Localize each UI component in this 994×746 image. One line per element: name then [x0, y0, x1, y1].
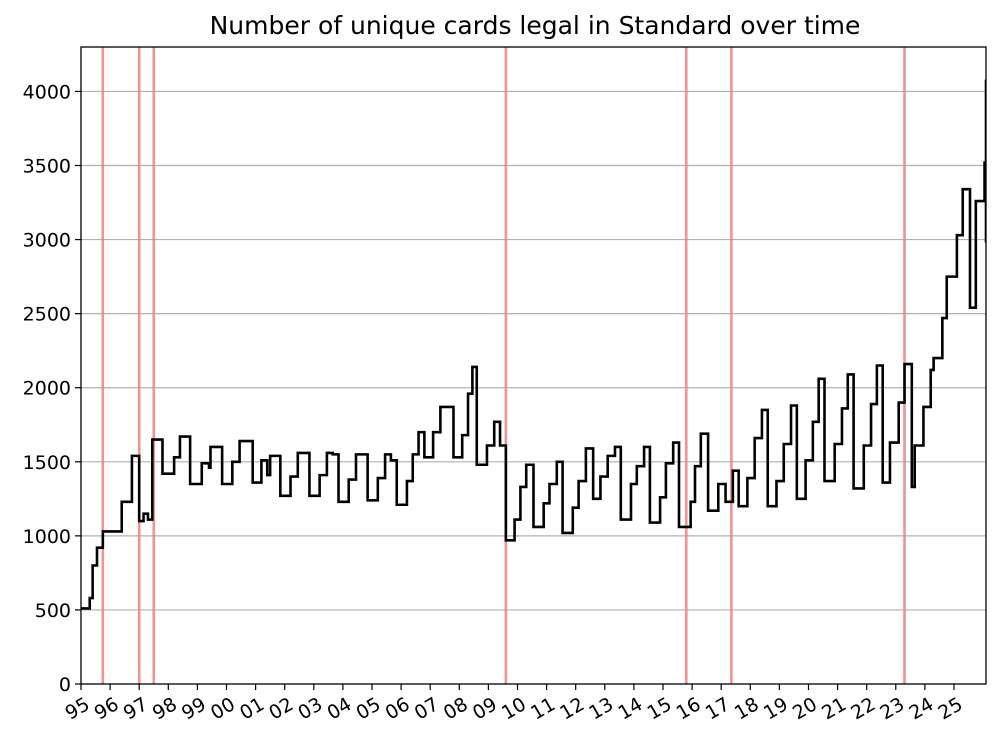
- series-layer: [81, 79, 986, 610]
- y-tick-label-1500: 1500: [23, 452, 71, 474]
- plot-area-frame: [80, 46, 987, 685]
- y-tick-label-3000: 3000: [23, 230, 71, 252]
- y-tick-label-3500: 3500: [23, 156, 71, 178]
- chart-title: Number of unique cards legal in Standard…: [210, 11, 861, 40]
- reference-lines-layer: [101, 47, 906, 684]
- y-tick-label-2000: 2000: [23, 378, 71, 400]
- y-tick-label-4000: 4000: [23, 81, 71, 103]
- y-tick-label-500: 500: [35, 600, 71, 622]
- series-line-1: [81, 79, 986, 610]
- y-tick-label-0: 0: [59, 674, 71, 696]
- y-tick-label-1000: 1000: [23, 526, 71, 548]
- y-axis: 0 500 1000 1500 2000 2500 3000 3500 4000: [23, 81, 81, 696]
- y-tick-label-2500: 2500: [23, 304, 71, 326]
